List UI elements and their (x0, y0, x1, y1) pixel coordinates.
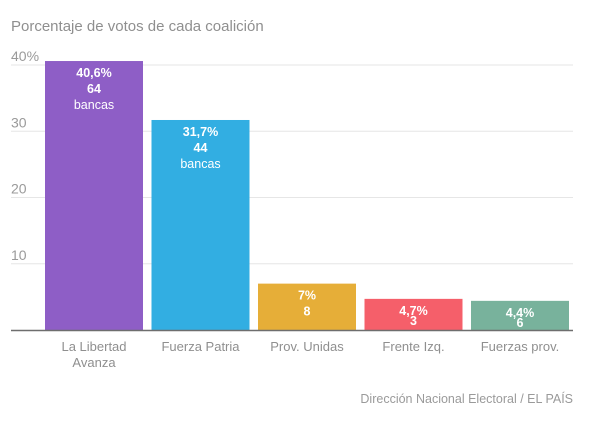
bar-seats-label: 8 (304, 305, 311, 319)
bar-seats-suffix: bancas (74, 98, 114, 112)
bars (45, 61, 569, 331)
bar-seats-label: 3 (410, 314, 417, 328)
bar (151, 119, 250, 330)
x-category-label: Fuerza Patria (161, 339, 240, 354)
y-tick-label: 20 (11, 181, 27, 197)
bar-seats-label: 44 (194, 141, 208, 155)
bar-seats-label: 6 (517, 316, 524, 330)
bar-seats-suffix: bancas (180, 157, 220, 171)
bar (364, 298, 463, 330)
bar-labels: 40,6% 64 bancas 31,7% 44 bancas 7% 8 4,7%3 4,4%6 (74, 66, 534, 330)
x-category-label: Frente Izq. (382, 339, 444, 354)
source-credit: Dirección Nacional Electoral / EL PAÍS (360, 392, 573, 406)
bar-value-label: 4,7% (399, 304, 428, 318)
x-category-label: La Libertad (61, 339, 126, 354)
y-tick-label: 10 (11, 247, 27, 263)
bar-value-label: 7% (298, 289, 316, 303)
bar-value-label: 31,7% (183, 125, 218, 139)
x-category-label: Prov. Unidas (270, 339, 344, 354)
bar-value-label: 40,6% (76, 66, 111, 80)
bar-value-label: 4,4% (506, 306, 535, 320)
bar-seats-label: 64 (87, 82, 101, 96)
y-axis-ticks: 10 20 30 40% (11, 48, 39, 263)
x-category-label: Avanza (72, 355, 116, 370)
bar (45, 61, 143, 331)
bar (471, 300, 569, 330)
x-category-label: Fuerzas prov. (481, 339, 560, 354)
y-tick-label: 40% (11, 48, 39, 64)
chart-title: Porcentaje de votos de cada coalición (11, 18, 264, 35)
bar (258, 283, 356, 330)
y-tick-label: 30 (11, 114, 27, 130)
